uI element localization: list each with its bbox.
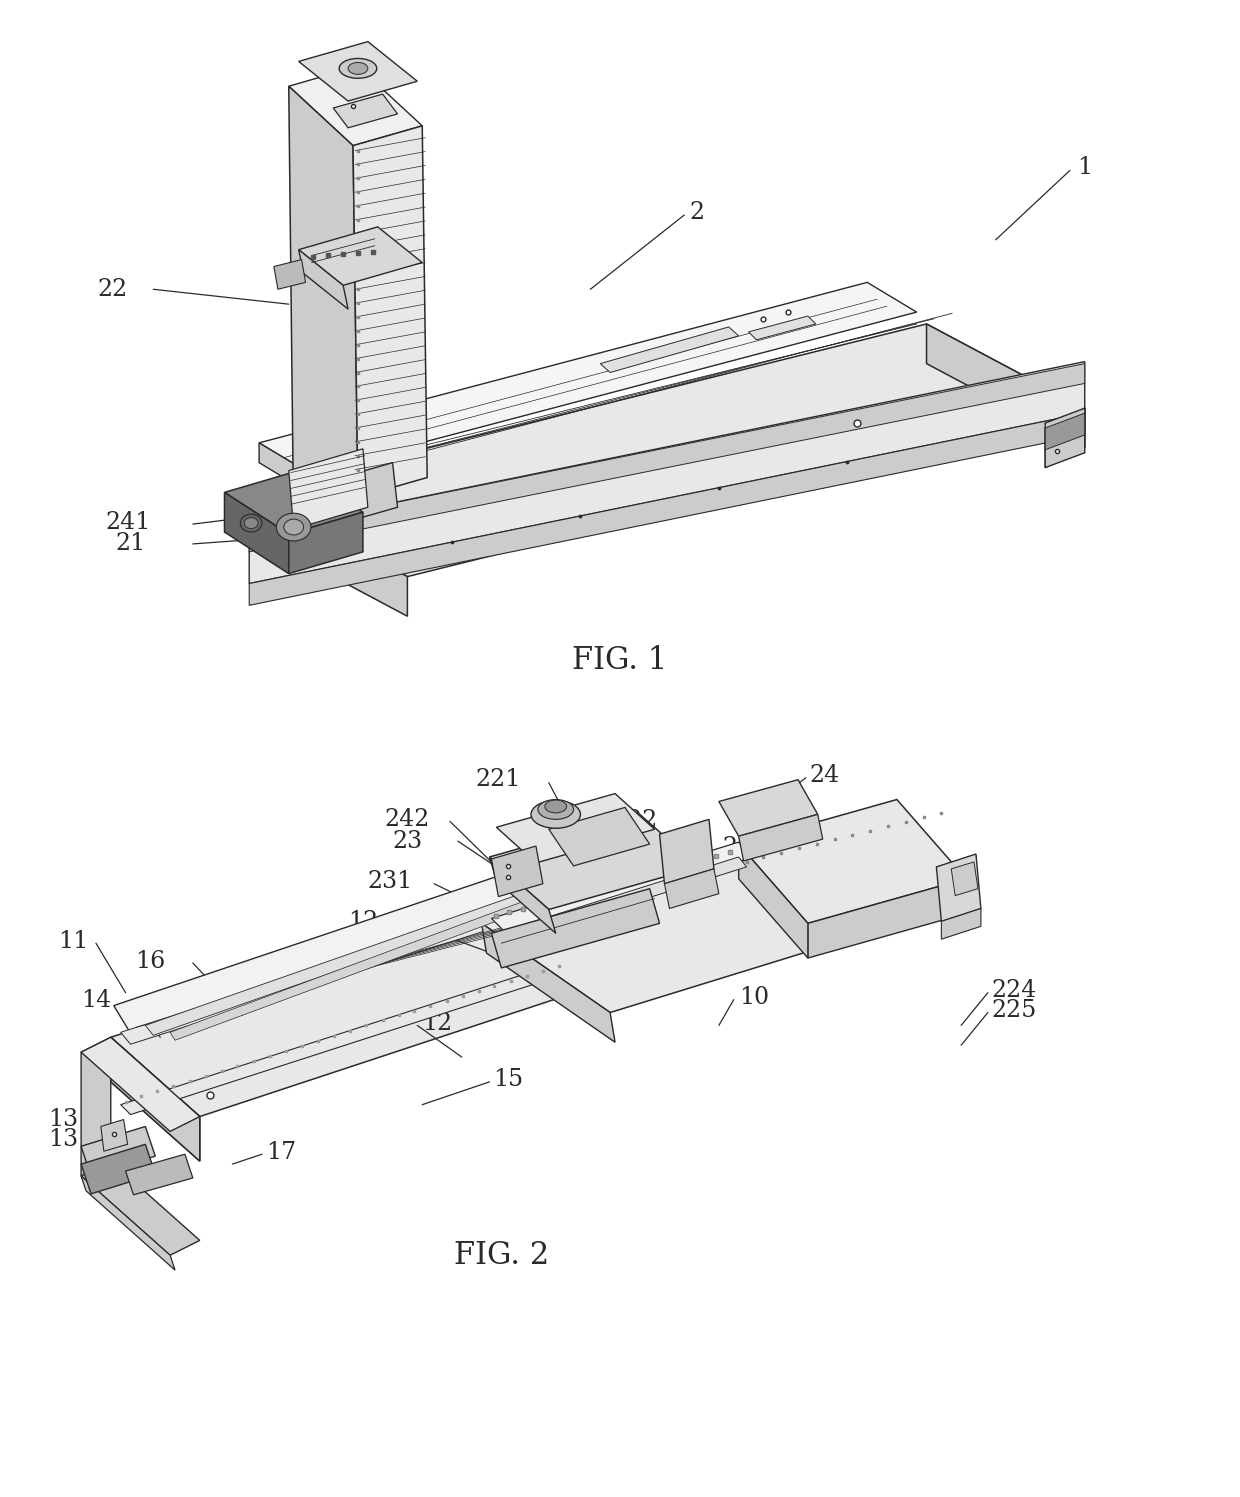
Polygon shape <box>941 909 981 939</box>
Polygon shape <box>549 807 650 865</box>
Ellipse shape <box>538 799 574 819</box>
Polygon shape <box>496 856 746 943</box>
Polygon shape <box>81 1144 155 1193</box>
Polygon shape <box>719 780 817 837</box>
Polygon shape <box>1045 413 1085 449</box>
Text: 242: 242 <box>384 808 430 831</box>
Polygon shape <box>600 326 739 373</box>
Ellipse shape <box>340 58 377 78</box>
Polygon shape <box>224 470 363 534</box>
Polygon shape <box>496 793 655 862</box>
Ellipse shape <box>277 513 311 540</box>
Polygon shape <box>81 1177 175 1269</box>
Ellipse shape <box>241 513 262 531</box>
Polygon shape <box>289 512 363 573</box>
Polygon shape <box>259 443 309 493</box>
Text: 222: 222 <box>613 808 657 832</box>
Polygon shape <box>808 879 966 958</box>
Text: 21: 21 <box>115 533 146 555</box>
Text: 12: 12 <box>348 910 378 933</box>
Polygon shape <box>249 364 1085 552</box>
Polygon shape <box>353 126 428 497</box>
Text: 13: 13 <box>48 1127 78 1151</box>
Text: 12: 12 <box>423 1012 453 1034</box>
Polygon shape <box>1045 409 1085 467</box>
Polygon shape <box>926 323 1085 448</box>
Polygon shape <box>120 892 570 1045</box>
Polygon shape <box>259 283 916 473</box>
Polygon shape <box>274 259 305 289</box>
Polygon shape <box>936 853 981 921</box>
Polygon shape <box>749 316 816 340</box>
Polygon shape <box>481 844 867 1012</box>
Polygon shape <box>491 889 660 969</box>
Polygon shape <box>110 889 650 1117</box>
Text: 225: 225 <box>992 998 1037 1022</box>
Polygon shape <box>739 844 808 958</box>
Polygon shape <box>224 493 289 573</box>
Polygon shape <box>951 862 978 895</box>
Text: 241: 241 <box>105 510 151 533</box>
Polygon shape <box>81 1126 155 1177</box>
Polygon shape <box>110 1037 200 1162</box>
Polygon shape <box>170 898 536 1040</box>
Polygon shape <box>481 924 615 1042</box>
Polygon shape <box>491 846 543 897</box>
Text: 13: 13 <box>48 1108 78 1132</box>
Text: FIG. 2: FIG. 2 <box>454 1240 549 1271</box>
Polygon shape <box>289 66 423 145</box>
Polygon shape <box>1045 409 1085 467</box>
Text: 16: 16 <box>135 949 166 973</box>
Polygon shape <box>490 856 556 933</box>
Polygon shape <box>299 228 423 286</box>
Polygon shape <box>81 1037 200 1132</box>
Text: 221: 221 <box>476 768 521 792</box>
Polygon shape <box>289 449 368 528</box>
Polygon shape <box>289 463 398 537</box>
Polygon shape <box>249 362 1085 584</box>
Text: 231: 231 <box>368 870 413 894</box>
Text: 17: 17 <box>267 1141 296 1163</box>
Polygon shape <box>289 87 358 531</box>
Polygon shape <box>100 1120 128 1151</box>
Polygon shape <box>739 814 822 861</box>
Polygon shape <box>660 819 714 883</box>
Text: 11: 11 <box>58 930 88 952</box>
Polygon shape <box>145 886 549 1036</box>
Ellipse shape <box>284 519 304 534</box>
Polygon shape <box>81 1162 200 1256</box>
Polygon shape <box>249 413 1085 605</box>
Text: 22: 22 <box>98 278 128 301</box>
Polygon shape <box>299 42 418 102</box>
Text: 1: 1 <box>1076 156 1092 180</box>
Polygon shape <box>81 1037 110 1177</box>
Text: 223: 223 <box>723 835 768 859</box>
Ellipse shape <box>531 801 580 828</box>
Polygon shape <box>491 843 754 933</box>
Polygon shape <box>125 1154 193 1195</box>
Polygon shape <box>249 493 408 617</box>
Polygon shape <box>110 1037 200 1162</box>
Text: 23: 23 <box>393 829 423 853</box>
Polygon shape <box>120 957 590 1115</box>
Text: 10: 10 <box>739 987 769 1009</box>
Polygon shape <box>249 323 1085 576</box>
Text: 14: 14 <box>81 990 112 1012</box>
Text: 24: 24 <box>810 765 839 787</box>
Polygon shape <box>490 814 699 910</box>
Ellipse shape <box>244 518 258 528</box>
Text: 224: 224 <box>992 979 1037 1001</box>
Text: FIG. 1: FIG. 1 <box>573 645 667 677</box>
Polygon shape <box>739 799 966 924</box>
Polygon shape <box>665 868 719 909</box>
Text: 2: 2 <box>689 201 704 223</box>
Polygon shape <box>299 250 348 308</box>
Polygon shape <box>334 94 398 127</box>
Polygon shape <box>114 859 565 1033</box>
Ellipse shape <box>348 63 368 75</box>
Text: 15: 15 <box>494 1069 523 1091</box>
Ellipse shape <box>544 799 567 813</box>
